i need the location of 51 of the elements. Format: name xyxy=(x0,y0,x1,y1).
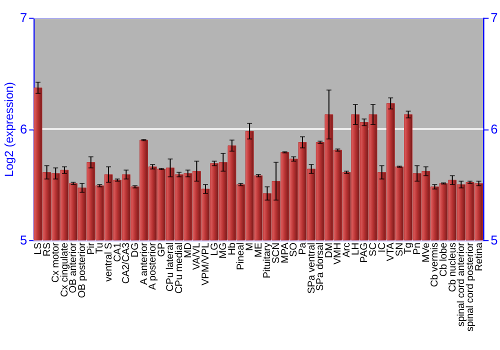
x-tick-label: OB anterior xyxy=(68,242,80,294)
x-tick-label: SN xyxy=(394,242,406,256)
x-tick-label: Cb lobe xyxy=(438,242,450,277)
x-tick-label: M xyxy=(244,242,256,251)
x-tick-label: spinal cord posterior xyxy=(464,242,476,332)
x-tick-label: PAG xyxy=(359,242,370,263)
x-tick-label: Cb nucleus xyxy=(447,242,458,292)
y-tick-label: 7 xyxy=(20,10,28,26)
x-tick-label: spinal cord anterior xyxy=(456,242,468,327)
x-tick-label: Tg xyxy=(403,242,414,254)
x-tick-label: ME xyxy=(253,242,264,258)
x-tick-label: LH xyxy=(350,242,362,256)
x-tick-label: Pn xyxy=(412,242,424,255)
x-tick-label: VPM/VPL xyxy=(200,242,212,286)
x-tick-label: LG xyxy=(209,242,220,256)
y-axis-title: Log2 (expression) xyxy=(2,82,16,177)
x-tick-label: Arc xyxy=(342,242,353,258)
x-tick-label: VMH xyxy=(332,242,344,265)
x-tick-label: SCN xyxy=(270,242,282,264)
x-tick-label: CA2/CA3 xyxy=(121,242,132,284)
y-tick-label: 5 xyxy=(20,232,28,248)
x-tick-label: Pa xyxy=(297,242,308,255)
x-tick-label: IC xyxy=(376,242,388,252)
y2-tick-label: 5 xyxy=(490,232,498,248)
x-tick-label: Pituitary xyxy=(262,242,274,278)
x-tick-label: GP xyxy=(156,242,168,257)
x-tick-label: MPA xyxy=(280,242,291,264)
x-tick-label: SPa dorsal xyxy=(315,242,326,291)
y2-tick-label: 6 xyxy=(490,121,498,136)
x-tick-label: SO xyxy=(288,242,300,257)
x-tick-label: SC xyxy=(368,242,379,256)
x-tick-label: LS xyxy=(32,242,44,255)
y-tick-label: 6 xyxy=(20,121,28,136)
x-tick-label: A anterior xyxy=(138,242,150,285)
x-tick-label: A posterior xyxy=(148,242,159,290)
x-tick-label: MVe xyxy=(420,242,432,262)
x-tick-label: Hb xyxy=(226,242,238,256)
x-tick-label: DG xyxy=(130,242,141,258)
x-tick-label: CA1 xyxy=(112,242,124,262)
x-tick-label: Pir xyxy=(86,242,97,255)
x-tick-label: VTA xyxy=(386,242,397,262)
x-tick-label: Tu xyxy=(94,242,106,254)
x-tick-label: DM xyxy=(324,242,335,258)
x-tick-label: RS xyxy=(42,242,53,256)
x-tick-label: Cx cingulate xyxy=(59,242,70,297)
x-tick-label: CPu medial xyxy=(174,242,186,294)
x-tick-label: Retina xyxy=(474,242,485,272)
x-tick-label: OB posterior xyxy=(77,242,88,298)
x-tick-label: Pineal xyxy=(236,242,247,270)
x-tick-label: ventral S xyxy=(103,242,114,282)
y2-tick-label: 7 xyxy=(490,10,498,26)
